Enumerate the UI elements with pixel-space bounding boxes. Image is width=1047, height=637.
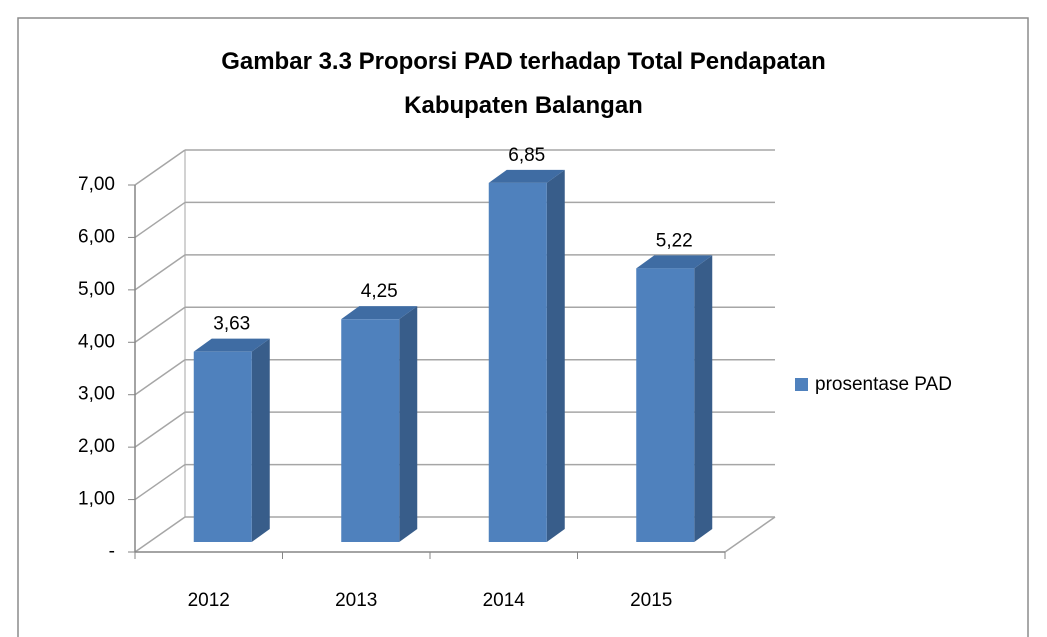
y-tick-label: 4,00: [78, 331, 115, 352]
legend-swatch: [795, 378, 808, 391]
grid-line: [134, 411, 186, 448]
grid-line: [134, 516, 186, 553]
bar-side: [399, 306, 418, 542]
grid-line: [134, 359, 186, 396]
bar: [341, 319, 400, 542]
bar-side: [251, 338, 270, 542]
grid-line: [134, 463, 186, 501]
grid-line: [134, 149, 186, 186]
y-tick-label: 6,00: [78, 226, 115, 247]
value-label: 4,25: [361, 281, 398, 302]
y-tick-label: 7,00: [78, 174, 115, 195]
bar: [193, 351, 252, 542]
floor-edge: [724, 516, 776, 553]
x-tick-label: 2012: [188, 590, 230, 611]
bar-top: [488, 169, 565, 183]
grid-line: [134, 201, 186, 239]
y-tick-label: -: [109, 541, 115, 562]
grid-line: [134, 306, 186, 343]
grid-line: [134, 254, 186, 291]
bar: [488, 182, 547, 542]
bar-side: [546, 169, 565, 542]
chart-title: Gambar 3.3 Proporsi PAD terhadap Total P…: [221, 48, 826, 119]
value-label: 5,22: [656, 230, 693, 251]
y-tick-label: 2,00: [78, 436, 115, 457]
x-tick-label: 2014: [483, 590, 526, 611]
x-tick-label: 2015: [630, 590, 672, 611]
legend-label: prosentase PAD: [815, 374, 952, 395]
x-tick-label: 2013: [335, 590, 377, 611]
value-label: 3,63: [213, 314, 250, 335]
bar-top: [636, 255, 713, 269]
value-label: 6,85: [508, 145, 545, 166]
bar-top: [193, 338, 270, 352]
bar: [636, 268, 695, 542]
y-tick-label: 3,00: [78, 384, 115, 405]
bar-side: [694, 255, 713, 542]
y-tick-label: 5,00: [78, 279, 115, 300]
bar-top: [341, 306, 418, 320]
y-tick-label: 1,00: [78, 489, 115, 510]
